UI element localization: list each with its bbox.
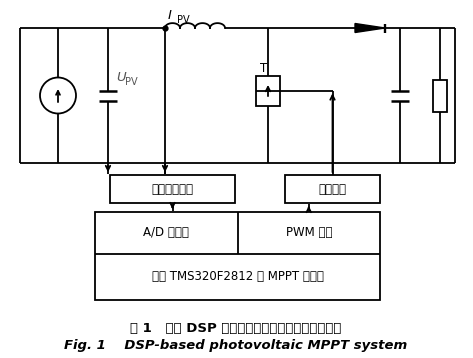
Text: 信号调理电路: 信号调理电路 (151, 183, 193, 195)
Text: U: U (116, 71, 126, 83)
Text: PV: PV (125, 77, 138, 87)
Bar (256, 76, 280, 106)
Text: PWM 电路: PWM 电路 (286, 227, 332, 240)
Text: 图 1   基于 DSP 控制的光伏发电最大功率跟踪系统: 图 1 基于 DSP 控制的光伏发电最大功率跟踪系统 (131, 321, 342, 334)
Text: T: T (260, 62, 267, 74)
Text: PV: PV (177, 15, 190, 25)
Text: I: I (168, 9, 172, 22)
Bar (110, 175, 235, 203)
Bar (95, 212, 380, 300)
Text: 基于 TMS320F2812 的 MPPT 控制器: 基于 TMS320F2812 的 MPPT 控制器 (151, 271, 324, 284)
Text: 驱动电路: 驱动电路 (318, 183, 347, 195)
Text: A/D 转换器: A/D 转换器 (143, 227, 189, 240)
Bar (285, 175, 380, 203)
Text: Fig. 1    DSP-based photovoltaic MPPT system: Fig. 1 DSP-based photovoltaic MPPT syste… (64, 339, 408, 353)
Bar (433, 79, 447, 111)
Polygon shape (355, 24, 385, 33)
